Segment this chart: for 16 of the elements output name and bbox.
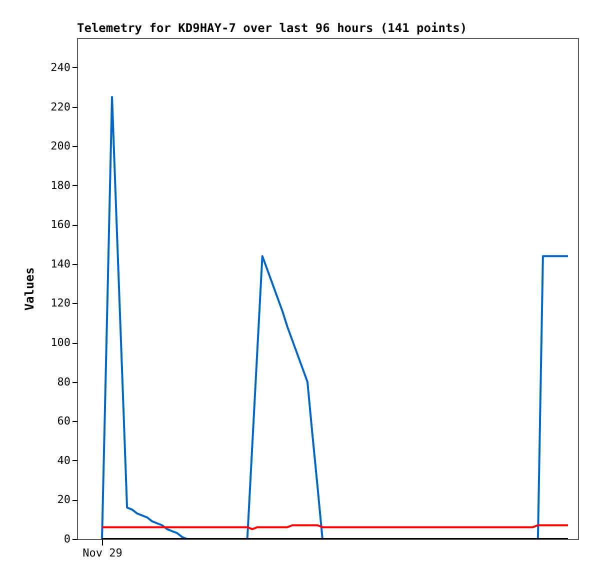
y-tick-label: 60	[57, 414, 70, 428]
y-axis-title: Values	[22, 267, 37, 311]
y-tick-label: 220	[50, 100, 70, 114]
y-tick-label: 20	[57, 493, 70, 506]
y-tick-label: 80	[57, 375, 70, 388]
y-tick-label: 140	[50, 257, 70, 270]
y-tick-label: 240	[50, 60, 70, 74]
chart-title: Telemetry for KD9HAY-7 over last 96 hours (141 points)	[77, 21, 468, 35]
y-tick-label: 0	[64, 532, 70, 546]
y-tick-label: 160	[50, 218, 70, 232]
y-tick-label: 100	[50, 336, 70, 350]
y-tick-label: 180	[50, 178, 70, 192]
y-tick-label: 40	[57, 454, 70, 467]
y-tick-label: 200	[50, 140, 70, 153]
x-tick-label: Nov 29	[82, 546, 122, 560]
y-tick-label: 120	[50, 296, 70, 310]
